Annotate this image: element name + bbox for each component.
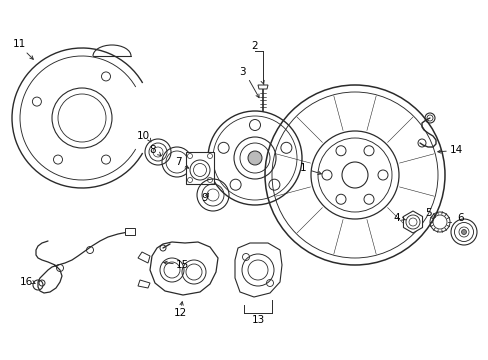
Text: 12: 12 (173, 308, 186, 318)
Text: 13: 13 (251, 315, 264, 325)
Polygon shape (150, 242, 218, 295)
Polygon shape (258, 85, 267, 89)
Text: 2: 2 (251, 41, 258, 51)
Text: 16: 16 (20, 277, 33, 287)
Text: 6: 6 (456, 213, 463, 223)
Text: 1: 1 (299, 163, 305, 173)
Text: 9: 9 (201, 193, 208, 203)
FancyBboxPatch shape (185, 152, 214, 184)
Polygon shape (403, 211, 422, 233)
Text: 3: 3 (238, 67, 245, 77)
Circle shape (461, 230, 466, 234)
Polygon shape (138, 252, 150, 263)
Text: 15: 15 (175, 260, 188, 270)
Text: 11: 11 (12, 39, 25, 49)
Text: 14: 14 (449, 145, 462, 155)
Text: 8: 8 (149, 145, 156, 155)
Text: 5: 5 (424, 208, 430, 218)
Text: 10: 10 (136, 131, 149, 141)
Circle shape (247, 151, 262, 165)
FancyBboxPatch shape (125, 228, 135, 235)
Text: 4: 4 (393, 213, 400, 223)
Text: 7: 7 (174, 157, 181, 167)
Polygon shape (138, 280, 150, 288)
Polygon shape (235, 243, 282, 297)
